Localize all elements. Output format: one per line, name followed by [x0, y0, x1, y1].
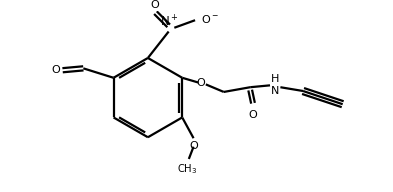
Text: H: H — [270, 74, 279, 84]
Text: N$^+$: N$^+$ — [160, 14, 179, 30]
Text: N: N — [270, 86, 279, 96]
Text: CH$_3$: CH$_3$ — [177, 162, 197, 176]
Text: O: O — [150, 0, 159, 10]
Text: O: O — [189, 141, 198, 151]
Text: O$^-$: O$^-$ — [201, 13, 219, 25]
Text: O: O — [197, 78, 206, 88]
Text: O: O — [51, 65, 60, 75]
Text: O: O — [249, 110, 257, 120]
